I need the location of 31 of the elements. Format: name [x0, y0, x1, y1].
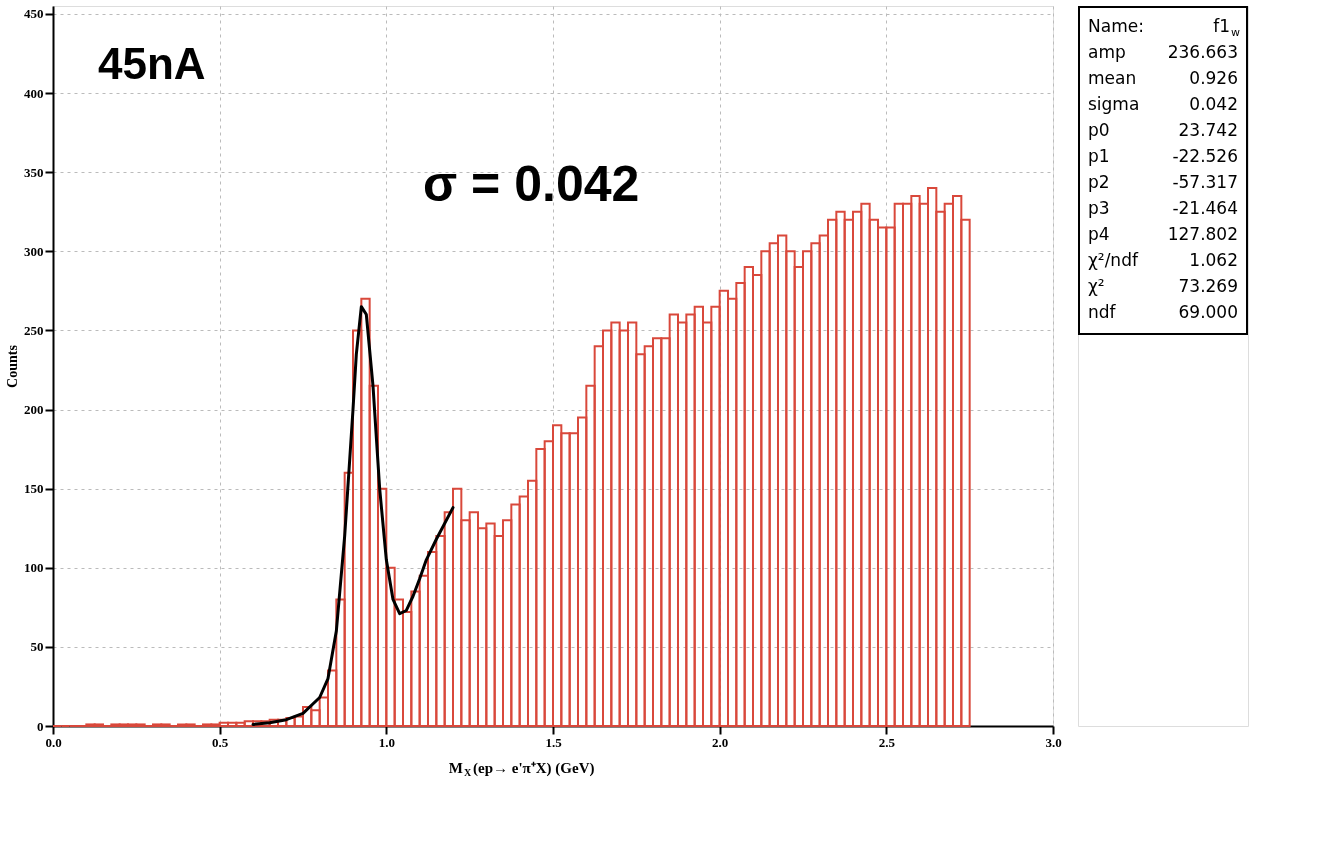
text: χ²/ndf 1.062 [1088, 250, 1238, 270]
x-tick-label: 1.5 [545, 734, 563, 750]
x-tick-label: 1.0 [378, 734, 395, 750]
x-tick-label: 0.0 [45, 734, 62, 750]
y-tick-label: 350 [24, 164, 44, 180]
y-axis-title: Counts [5, 344, 20, 388]
y-tick-label: 250 [24, 322, 44, 338]
annotation: 45nA [98, 39, 206, 88]
y-tick-label: 50 [30, 639, 44, 655]
text: p2 -57.317 [1088, 172, 1238, 192]
text: χ² 73.269 [1088, 276, 1238, 296]
y-tick-label: 400 [24, 85, 44, 101]
text: p4 127.802 [1088, 224, 1238, 244]
text: p0 23.742 [1088, 120, 1238, 140]
text: p1 -22.526 [1088, 146, 1238, 166]
x-tick-label: 2.0 [712, 734, 729, 750]
text: mean 0.926 [1088, 68, 1238, 88]
text: ndf 69.000 [1088, 302, 1238, 322]
text: amp 236.663 [1088, 42, 1238, 62]
annotation: σ = 0.042 [423, 156, 640, 212]
x-tick-label: 3.0 [1045, 734, 1062, 750]
y-tick-label: 0 [37, 718, 44, 734]
y-tick-label: 150 [24, 481, 44, 497]
text: p3 -21.464 [1088, 198, 1238, 218]
y-tick-label: 200 [24, 402, 44, 418]
x-tick-label: 0.5 [212, 734, 229, 750]
x-tick-label: 2.5 [878, 734, 896, 750]
y-tick-label: 100 [24, 560, 44, 576]
y-tick-label: 450 [24, 6, 44, 22]
y-tick-label: 300 [24, 243, 44, 259]
text: sigma 0.042 [1088, 94, 1238, 114]
